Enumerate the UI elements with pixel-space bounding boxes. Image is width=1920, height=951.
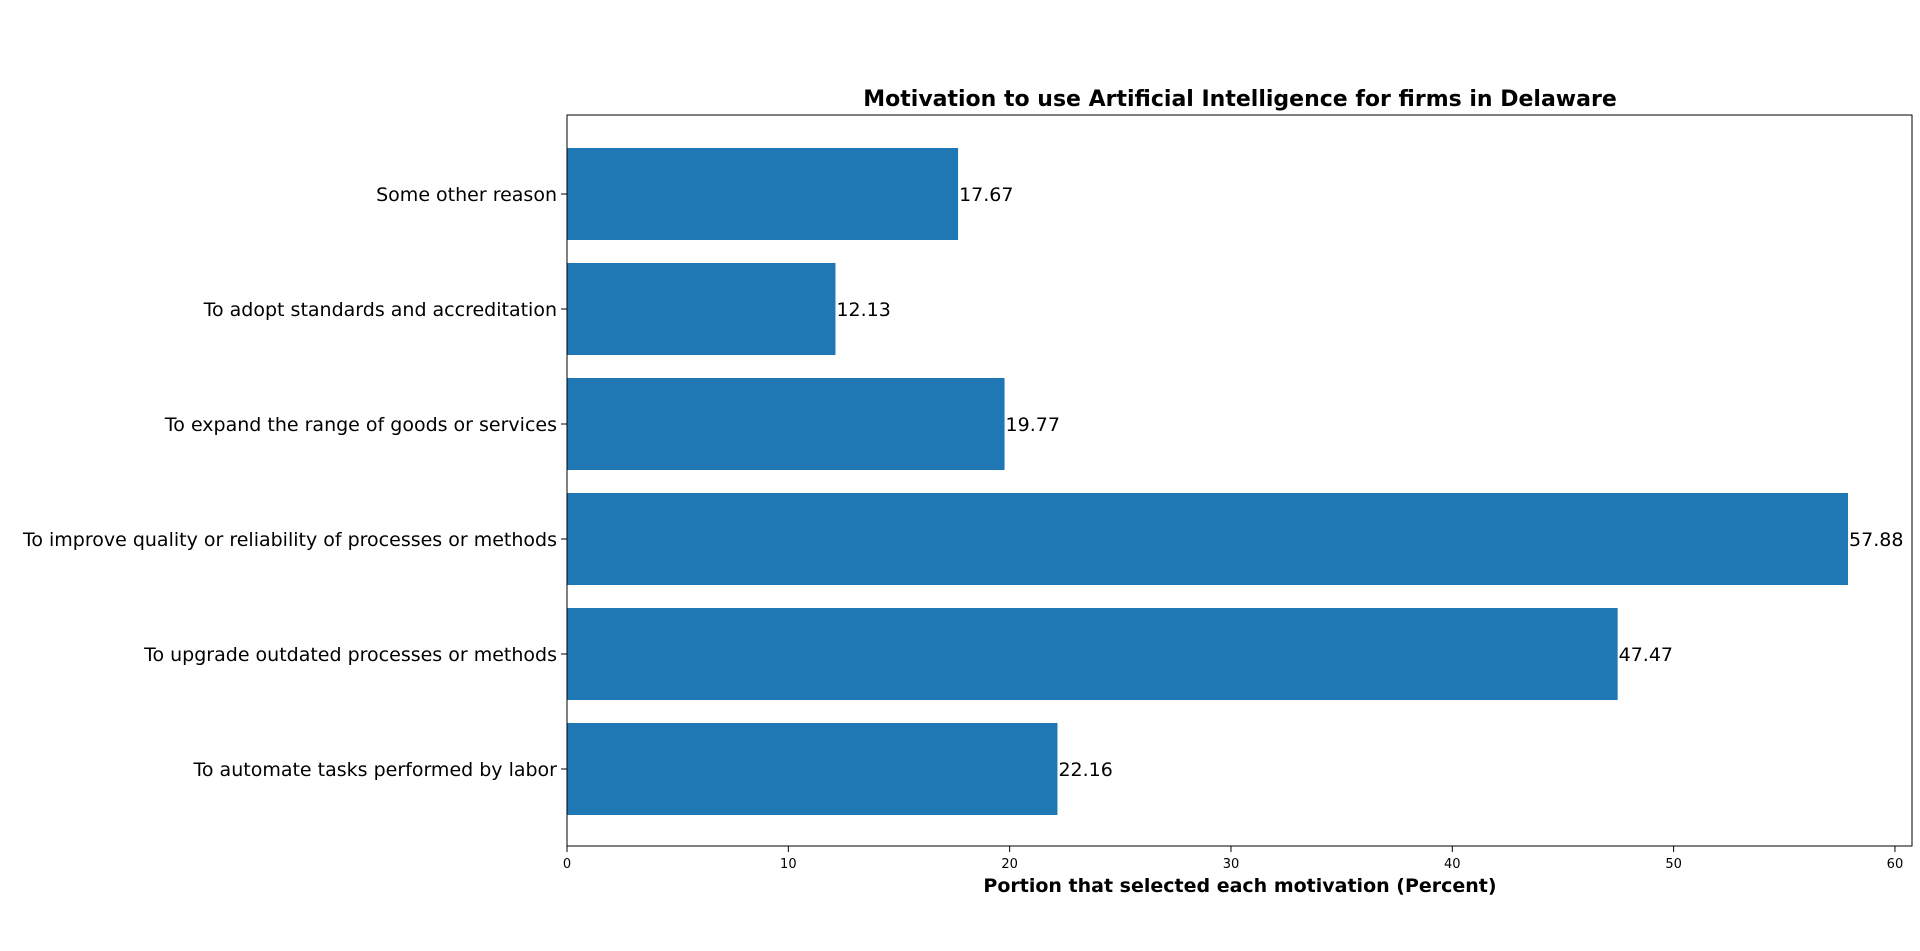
bar-value-label: 47.47	[1619, 644, 1673, 666]
x-tick-label: 40	[1444, 857, 1461, 872]
y-tick-label: To improve quality or reliability of pro…	[22, 529, 557, 551]
bar-value-label: 22.16	[1058, 759, 1112, 781]
y-tick-label: To upgrade outdated processes or methods	[143, 644, 557, 666]
x-tick-label: 50	[1665, 857, 1682, 872]
x-tick-label: 30	[1223, 857, 1240, 872]
bar-value-label: 17.67	[959, 184, 1013, 206]
plot-frame	[566, 114, 1913, 847]
bar	[567, 378, 1005, 470]
y-tick-label: To adopt standards and accreditation	[203, 299, 557, 321]
y-tick-label: Some other reason	[376, 184, 557, 206]
x-tick-label: 10	[780, 857, 797, 872]
x-tick-label: 20	[1001, 857, 1018, 872]
x-axis-label: Portion that selected each motivation (P…	[983, 875, 1496, 897]
chart-title: Motivation to use Artificial Intelligenc…	[863, 87, 1617, 112]
ticks-layer: To automate tasks performed by labor To u…	[22, 184, 1903, 872]
x-tick-label: 0	[563, 857, 571, 872]
bar	[567, 723, 1058, 815]
bars-layer	[567, 148, 1849, 815]
bar	[567, 493, 1849, 585]
bar	[567, 608, 1618, 700]
y-tick-label: To automate tasks performed by labor	[193, 759, 558, 781]
bar	[567, 263, 836, 355]
bar	[567, 148, 959, 240]
bar-value-label: 57.88	[1849, 529, 1903, 551]
y-tick-label: To expand the range of goods or services	[164, 414, 557, 436]
labels-layer: 22.16 47.47 57.88 19.77 12.13 17.67	[836, 184, 1903, 781]
x-tick-label: 60	[1887, 857, 1904, 872]
bar-value-label: 19.77	[1006, 414, 1060, 436]
bar-value-label: 12.13	[836, 299, 890, 321]
